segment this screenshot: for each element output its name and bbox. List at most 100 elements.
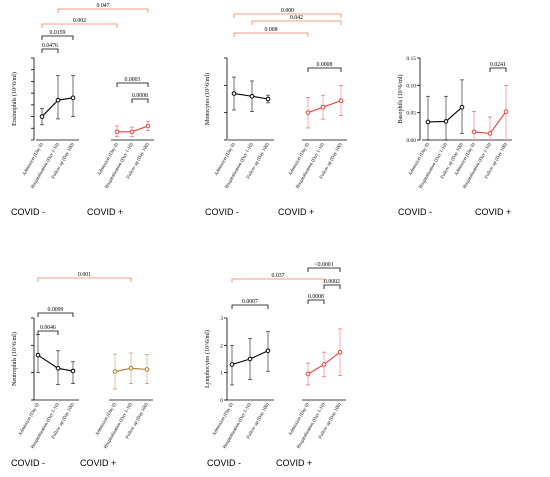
x-tick-label: Admission (Day 0)	[18, 402, 41, 437]
panel-1: Eosinophils (10^6/ml)Admission (Day 0)Ho…	[11, 3, 154, 217]
p-value-label: 0.002	[73, 18, 86, 24]
significance-bracket	[323, 284, 341, 289]
data-point	[55, 365, 61, 371]
x-tick-label: Hospitalization (Day 1-10)	[31, 142, 61, 190]
panel-2: Monocytes (10^6/ml)Admission (Day 0)Hosp…	[204, 8, 347, 217]
p-value-label: 0.0159	[50, 30, 66, 36]
p-value-label: 0.000	[281, 8, 294, 14]
significance-bracket	[37, 312, 74, 317]
data-point	[39, 114, 45, 119]
p-value-label: 0.0002	[324, 279, 340, 285]
p-value-label: 0.0008	[317, 62, 333, 68]
significance-bracket	[233, 13, 342, 18]
x-tick-label: Hospitalization (Day 1-10)	[105, 142, 135, 190]
data-point	[265, 96, 271, 102]
data-point	[114, 129, 120, 135]
significance-bracket	[233, 32, 309, 37]
y-tick-label: 2	[220, 343, 223, 349]
significance-bracket	[37, 330, 59, 335]
data-point	[321, 362, 327, 367]
p-value-label: 0.008	[264, 27, 277, 33]
x-tick-label: Hospitalization (Day 1-10)	[104, 402, 134, 450]
y-axis-label: Eosinophils (10^6/ml)	[11, 72, 18, 126]
significance-bracket	[307, 267, 341, 272]
p-value-label: 0.0241	[490, 62, 506, 68]
significance-bracket	[57, 8, 149, 13]
p-value-label: 0.0099	[48, 307, 64, 313]
p-value-label: 0.0008	[308, 294, 324, 300]
significance-bracket	[307, 67, 342, 72]
y-tick-label: 0.10	[406, 83, 416, 89]
significance-bracket	[251, 20, 342, 25]
data-point	[443, 119, 449, 124]
y-tick-label: 1	[220, 371, 223, 377]
p-value-label: 0.0003	[125, 77, 141, 83]
data-point	[338, 98, 344, 103]
x-tick-label: Hospitalization (Day 1-10)	[296, 142, 326, 190]
data-point	[305, 110, 311, 115]
y-tick-label: 3	[220, 316, 223, 322]
data-point	[229, 362, 235, 367]
significance-bracket	[41, 23, 118, 28]
p-value-label: 0.0007	[242, 299, 258, 305]
data-point	[320, 104, 326, 110]
data-point	[112, 369, 118, 374]
data-point	[459, 104, 465, 110]
significance-bracket	[37, 277, 132, 282]
group-label-covid-neg: COVID -	[205, 207, 239, 217]
data-point	[144, 367, 150, 372]
x-tick-label: Hospitalization (Day 1-10)	[297, 402, 327, 450]
y-axis-label: Basophils (10^6/ml)	[397, 75, 404, 124]
significance-bracket	[489, 67, 507, 72]
significance-bracket	[41, 48, 59, 53]
y-tick-label: 0.15	[406, 56, 416, 62]
p-value-label: 0.047	[96, 3, 109, 9]
y-tick-label: 0.00	[406, 138, 416, 144]
x-tick-label: Hospitalization (Day 1-10)	[463, 142, 493, 190]
data-point	[471, 129, 477, 135]
group-label-covid-neg: COVID -	[11, 458, 45, 468]
significance-bracket	[131, 98, 149, 103]
significance-bracket	[307, 299, 325, 304]
y-axis-label: Monocytes (10^6/ml)	[204, 73, 211, 125]
data-point	[70, 95, 76, 101]
panel-4: Neutrophils (10^6/ml) Admission (Day 0) Ho…	[11, 272, 153, 468]
series-line-covid-neg	[37, 354, 74, 372]
significance-bracket	[41, 35, 74, 40]
y-axis-label: Neutrophils (10^6/ml)	[11, 332, 18, 386]
significance-bracket	[231, 278, 325, 283]
data-point	[247, 356, 253, 362]
data-point	[249, 93, 255, 99]
data-point	[129, 129, 135, 135]
data-point	[503, 109, 509, 114]
group-label-covid-neg: COVID -	[207, 458, 241, 468]
p-value-label: <0.0001	[314, 262, 333, 268]
group-label-covid-pos: COVID +	[87, 207, 123, 217]
group-label-covid-neg: COVID -	[11, 207, 45, 217]
data-point	[70, 368, 76, 374]
p-value-label: 0.0046	[40, 325, 56, 331]
p-value-label: 0.037	[271, 273, 284, 279]
y-axis-label: Lymphocytes (10^6/ml)	[204, 330, 211, 388]
p-value-label: 0.042	[290, 15, 303, 21]
p-value-label: 0.0008	[132, 93, 148, 99]
group-label-covid-pos: COVID +	[80, 458, 116, 468]
data-point	[128, 365, 134, 371]
data-point	[231, 91, 237, 96]
p-value-label: 0.001	[78, 272, 91, 278]
y-tick-label: 0.05	[406, 111, 416, 117]
group-label-covid-pos: COVID +	[278, 207, 314, 217]
group-label-covid-pos: COVID +	[475, 207, 511, 217]
p-value-label: 0.0476	[42, 43, 58, 49]
data-point	[35, 352, 41, 358]
data-point	[55, 97, 61, 103]
y-tick-label: 0	[220, 398, 223, 404]
data-point	[337, 349, 343, 355]
group-label-covid-pos: COVID +	[276, 458, 312, 468]
data-point	[425, 119, 431, 125]
data-point	[145, 123, 151, 129]
